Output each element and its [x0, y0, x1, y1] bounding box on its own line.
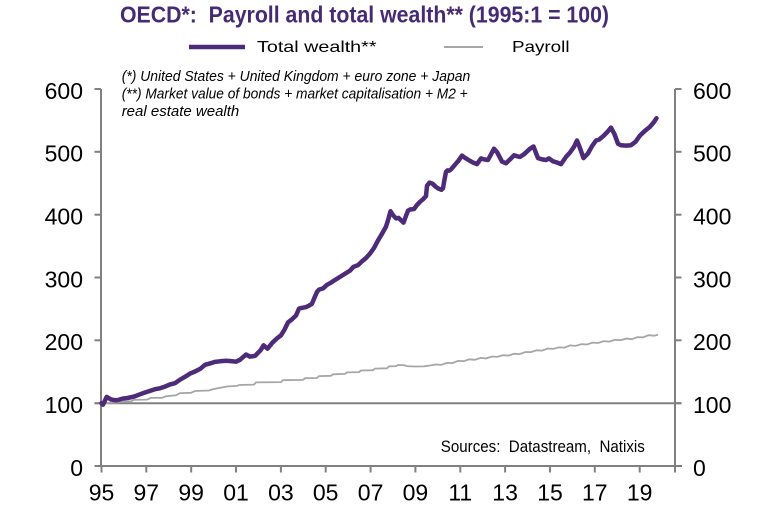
svg-text:Payroll: Payroll [512, 39, 570, 56]
svg-text:200: 200 [45, 329, 83, 355]
svg-text:07: 07 [358, 480, 384, 506]
svg-text:95: 95 [89, 480, 115, 506]
svg-text:09: 09 [403, 480, 429, 506]
svg-text:400: 400 [45, 204, 83, 230]
svg-text:0: 0 [70, 455, 83, 481]
svg-text:600: 600 [45, 78, 83, 104]
svg-text:13: 13 [492, 480, 518, 506]
svg-text:19: 19 [627, 480, 653, 506]
svg-text:0: 0 [693, 455, 706, 481]
svg-text:(**) Market value of bonds + m: (**) Market value of bonds + market capi… [122, 86, 468, 103]
svg-text:03: 03 [268, 480, 294, 506]
svg-text:400: 400 [693, 204, 731, 230]
svg-text:Total wealth**: Total wealth** [257, 39, 377, 56]
svg-text:01: 01 [223, 480, 249, 506]
svg-text:97: 97 [134, 480, 160, 506]
svg-text:100: 100 [45, 392, 83, 418]
svg-text:100: 100 [693, 392, 731, 418]
svg-text:17: 17 [582, 480, 608, 506]
svg-text:500: 500 [45, 141, 83, 167]
svg-text:Sources: Datastream, Natixis: Sources: Datastream, Natixis [441, 437, 645, 456]
svg-text:11: 11 [448, 480, 472, 506]
svg-text:05: 05 [313, 480, 339, 506]
svg-text:99: 99 [178, 480, 204, 506]
svg-text:real estate wealth: real estate wealth [122, 103, 240, 120]
svg-text:OECD*: Payroll and total weal: OECD*: Payroll and total wealth** (1995:… [120, 2, 609, 28]
svg-text:300: 300 [693, 266, 731, 292]
svg-text:600: 600 [693, 78, 731, 104]
svg-text:300: 300 [45, 266, 83, 292]
svg-text:15: 15 [537, 480, 563, 506]
svg-text:(*) United States + United Kin: (*) United States + United Kingdom + eur… [122, 68, 471, 85]
svg-text:500: 500 [693, 141, 731, 167]
svg-text:200: 200 [693, 329, 731, 355]
